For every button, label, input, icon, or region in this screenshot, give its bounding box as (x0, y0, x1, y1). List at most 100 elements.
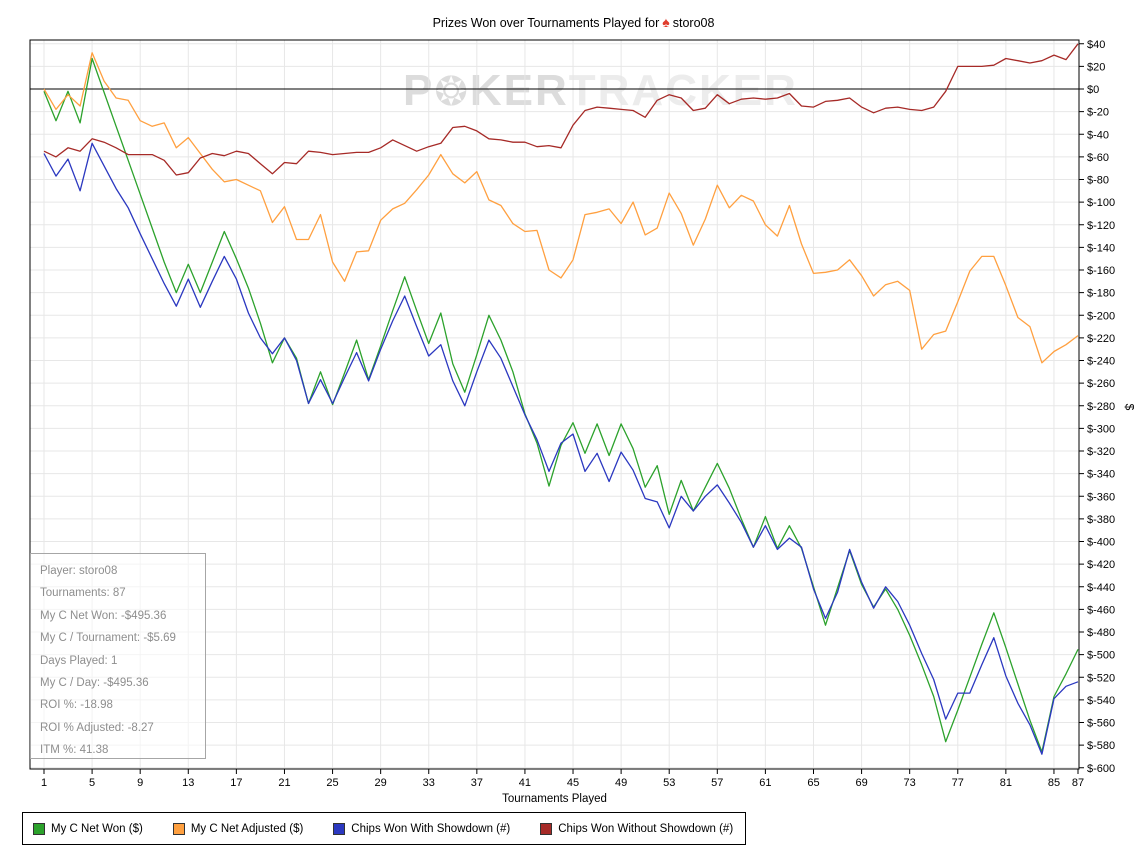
legend-item-my-c-net-won: My C Net Won ($) (33, 822, 143, 835)
gridlines (30, 40, 1079, 769)
chart-title: Prizes Won over Tournaments Played for ♠ s… (0, 14, 1147, 30)
legend-label: Chips Won Without Showdown (#) (558, 822, 734, 835)
x-tick-label: 77 (952, 777, 964, 789)
series-lines (43, 43, 1079, 755)
stats-line: ROI %: -18.98 (40, 699, 113, 712)
x-tick-label: 21 (278, 777, 290, 789)
x-tick-label: 13 (182, 777, 194, 789)
y-tick-label: $-580 (1087, 740, 1115, 752)
stats-line: My C Net Won: -$495.36 (40, 609, 167, 622)
y-tick-label: $-300 (1087, 423, 1115, 435)
pokertracker-watermark: P❂KERTRACKER (403, 66, 798, 115)
y-tick-label: $0 (1087, 84, 1099, 96)
x-tick-label: 9 (137, 777, 143, 789)
legend-swatch-blue (333, 822, 346, 835)
legend-label: Chips Won With Showdown (#) (351, 822, 511, 835)
y-tick-label: $-80 (1087, 175, 1109, 187)
y-axis-title: $ (1122, 403, 1137, 411)
x-tick-label: 25 (326, 777, 338, 789)
legend-item-my-c-net-adjusted: My C Net Adjusted ($) (172, 822, 304, 835)
y-tick-label: $-440 (1087, 582, 1115, 594)
y-tick-label: $-460 (1087, 604, 1115, 616)
x-axis-title-text: Tournaments Played (502, 793, 607, 805)
series-line-my-c-net-adjusted (43, 52, 1079, 364)
chart-title-prefix: Prizes Won over Tournaments Played for (432, 16, 660, 30)
y-tick-labels: $40 $20 $0 $-20 $-40 $-60 $-80 $-100 $-120 $-140 $… (1087, 39, 1115, 775)
y-tick-label: $-380 (1087, 514, 1115, 526)
x-tick-label: 49 (615, 777, 627, 789)
chart-title-player: storo08 (672, 16, 715, 30)
pokerstars-spade-icon: ♠ (662, 14, 670, 30)
legend-label: My C Net Adjusted ($) (190, 822, 304, 835)
legend-item-chips-won-with-showdown: Chips Won With Showdown (#) (333, 822, 511, 835)
series-line-chips-won-with-showdown (43, 142, 1079, 755)
stats-line: ROI % Adjusted: -8.27 (40, 721, 154, 734)
y-tick-label: $-120 (1087, 220, 1115, 232)
y-tick-label: $-480 (1087, 627, 1115, 639)
y-tick-label: $-40 (1087, 129, 1109, 141)
x-tick-label: 37 (471, 777, 483, 789)
x-tick-label: 81 (1000, 777, 1012, 789)
y-tick-label: $-540 (1087, 695, 1115, 707)
x-tick-label: 53 (663, 777, 675, 789)
x-tick-label: 85 (1048, 777, 1060, 789)
x-tick-label: 33 (423, 777, 435, 789)
stats-line: Tournaments: 87 (40, 587, 126, 600)
y-tick-label: $-400 (1087, 537, 1115, 549)
y-tick-label: $-560 (1087, 718, 1115, 730)
x-tick-labels: 1 5 9 13 17 21 25 29 33 37 41 45 49 53 57 61 65 69 73 77 81 8… (41, 777, 1084, 789)
y-tick-label: $-260 (1087, 378, 1115, 390)
plot-border (29, 39, 1080, 770)
y-tick-label: $-20 (1087, 107, 1109, 119)
y-tick-label: $-340 (1087, 469, 1115, 481)
legend: My C Net Won ($) My C Net Adjusted ($) C… (22, 812, 746, 845)
y-tick-label: $-500 (1087, 650, 1115, 662)
stats-line: My C / Tournament: -$5.69 (40, 632, 176, 645)
y-tick-label: $-160 (1087, 265, 1115, 277)
x-tick-label: 57 (711, 777, 723, 789)
y-tick-label: $40 (1087, 39, 1105, 51)
stats-box: Player: storo08 Tournaments: 87 My C Net W… (30, 553, 206, 759)
x-tick-label: 1 (41, 777, 47, 789)
poker-chip-icon: ❂ (434, 70, 470, 114)
y-tick-label: $-180 (1087, 288, 1115, 300)
stats-line: Player: storo08 (40, 565, 118, 577)
x-tick-label: 45 (567, 777, 579, 789)
legend-swatch-green (33, 822, 45, 835)
legend-label: My C Net Won ($) (51, 822, 143, 835)
legend-swatch-orange (172, 822, 185, 835)
y-tick-label: $-520 (1087, 672, 1115, 684)
y-tick-label: $-360 (1087, 491, 1115, 503)
series-line-chips-won-without-showdown (43, 43, 1079, 176)
x-tick-label: 69 (855, 777, 867, 789)
stats-line: ITM %: 41.38 (40, 744, 109, 757)
legend-item-chips-won-without-showdown: Chips Won Without Showdown (#) (540, 822, 734, 835)
x-axis-title: Tournaments Played (502, 793, 607, 805)
x-tick-label: 61 (759, 777, 771, 789)
axis-ticks (43, 43, 1084, 774)
y-tick-label: $-420 (1087, 559, 1115, 571)
y-tick-label: $-60 (1087, 152, 1109, 164)
legend-swatch-red (540, 822, 553, 835)
x-tick-label: 29 (375, 777, 387, 789)
y-tick-label: $-200 (1087, 310, 1115, 322)
x-tick-label: 87 (1072, 777, 1084, 789)
y-tick-label: $-140 (1087, 242, 1115, 254)
stats-line: My C / Day: -$495.36 (40, 677, 149, 690)
y-tick-label: $-280 (1087, 401, 1115, 413)
x-tick-label: 5 (89, 777, 95, 789)
x-tick-label: 41 (519, 777, 531, 789)
y-tick-label: $-320 (1087, 446, 1115, 458)
stats-line: Days Played: 1 (40, 654, 118, 667)
x-tick-label: 65 (807, 777, 819, 789)
y-tick-label: $-100 (1087, 197, 1115, 209)
y-tick-label: $-240 (1087, 356, 1115, 368)
x-tick-label: 17 (230, 777, 242, 789)
x-tick-label: 73 (904, 777, 916, 789)
series-line-my-c-net-won (43, 57, 1079, 753)
y-tick-label: $-220 (1087, 333, 1115, 345)
y-tick-label: $-600 (1087, 763, 1115, 775)
y-tick-label: $20 (1087, 61, 1105, 73)
